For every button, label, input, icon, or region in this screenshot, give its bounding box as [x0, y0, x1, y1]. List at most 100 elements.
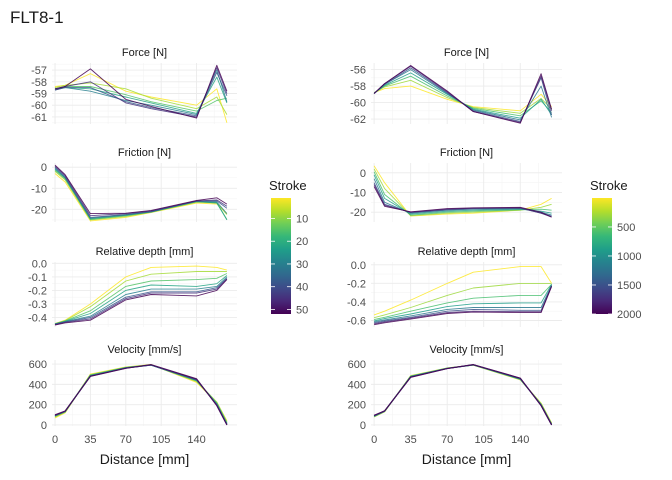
x-axis-title: Distance [mm] — [100, 451, 189, 467]
series-line-stroke-8 — [54, 82, 228, 115]
panel-title: Relative depth [mm] — [96, 246, 194, 258]
x-tick-label: 70 — [441, 434, 453, 446]
y-tick-label: 600 — [348, 359, 366, 371]
y-tick-label: -60 — [350, 98, 366, 110]
y-tick-label: -0.4 — [347, 297, 366, 309]
panel-title: Velocity [mm/s] — [430, 344, 504, 356]
series-line-stroke-52 — [54, 279, 228, 326]
colorbar-tick-label: 20 — [296, 236, 308, 248]
y-tick-label: -0.2 — [28, 285, 47, 297]
series-line-stroke-45 — [54, 67, 228, 118]
y-tick-label: 0.0 — [32, 258, 47, 270]
panel-title: Velocity [mm/s] — [108, 344, 182, 356]
panel-title: Force [N] — [444, 47, 489, 59]
y-tick-label: -20 — [31, 204, 47, 216]
y-tick-label: -0.4 — [28, 313, 47, 325]
series-line-stroke-1 — [373, 364, 553, 424]
series-line-stroke-2000 — [373, 186, 552, 218]
y-tick-label: 200 — [348, 400, 366, 412]
colorbar — [592, 198, 612, 314]
series-line-stroke-1500 — [373, 182, 552, 217]
series-line-stroke-52 — [54, 164, 228, 215]
series-line-stroke-600 — [373, 171, 552, 216]
x-axis-title: Distance [mm] — [422, 451, 511, 467]
series-line-stroke-45 — [54, 165, 228, 217]
x-tick-label: 70 — [120, 434, 132, 446]
series-line-stroke-1 — [54, 73, 228, 123]
series-line-stroke-600 — [374, 283, 552, 321]
y-tick-label: -10 — [31, 183, 47, 195]
series-line-stroke-2000 — [374, 286, 553, 326]
colorbar-tick-label: 10 — [296, 213, 308, 225]
series-line-stroke-8 — [54, 364, 228, 423]
panel-title: Friction [N] — [118, 147, 171, 159]
y-tick-label: -62 — [350, 114, 366, 126]
series-line-stroke-1 — [373, 165, 552, 217]
series-line-stroke-15 — [54, 364, 228, 424]
panel-2-3: Relative depth [mm] -0.6 -0.4 -0.2 0.0 — [347, 246, 562, 328]
colorbar — [271, 198, 291, 314]
x-tick-label: 0 — [52, 434, 58, 446]
y-tick-label: 400 — [348, 379, 366, 391]
series-line-stroke-300 — [373, 282, 552, 319]
y-tick-label: 0.0 — [351, 260, 366, 272]
y-tick-label: -59 — [31, 89, 47, 101]
series-line-stroke-1 — [54, 173, 228, 222]
x-tick-label: 0 — [371, 434, 377, 446]
y-tick-label: -0.6 — [347, 316, 366, 328]
series-line-stroke-1200 — [374, 285, 553, 323]
series-line-stroke-52 — [54, 64, 228, 119]
figure-title: FLT8-1 — [10, 8, 64, 27]
series-line-stroke-1 — [54, 265, 228, 325]
series-line-stroke-2000 — [373, 364, 553, 426]
x-tick-label: 105 — [152, 434, 170, 446]
y-tick-label: -61 — [31, 112, 47, 124]
x-tick-label: 140 — [511, 434, 529, 446]
panel-1-4: Velocity [mm/s] 0 200 400 600 0 35 70 105 140 Dist… — [29, 344, 237, 467]
y-tick-label: -0.1 — [28, 272, 47, 284]
series-line-stroke-2000 — [373, 65, 553, 124]
series-line-stroke-300 — [373, 79, 552, 114]
series-line-stroke-1 — [54, 364, 228, 422]
y-tick-label: -58 — [31, 77, 47, 89]
panel-2-1: Force [N] -62 -60 -58 -56 — [350, 47, 562, 126]
y-tick-label: -0.2 — [347, 278, 366, 290]
panel-2-2: Friction [N] -20 -10 0 — [350, 147, 562, 222]
series-line-stroke-38 — [54, 277, 228, 325]
y-tick-label: -58 — [350, 81, 366, 93]
series-line-stroke-30 — [54, 69, 228, 116]
y-tick-label: -0.3 — [28, 299, 47, 311]
series-line-stroke-900 — [373, 174, 552, 215]
panel-1-2: Friction [N] -20 -10 0 — [31, 147, 237, 222]
y-tick-label: 200 — [29, 400, 47, 412]
y-tick-label: -20 — [350, 207, 366, 219]
x-tick-label: 35 — [84, 434, 96, 446]
colorbar-tick-label: 500 — [617, 222, 635, 234]
panel-2-4: Velocity [mm/s] 0 200 400 600 0 35 70 105 140Dist… — [348, 344, 562, 467]
legend-title: Stroke — [590, 178, 628, 193]
series-line-stroke-45 — [54, 278, 228, 326]
colorbar-tick-label: 2000 — [617, 309, 641, 321]
series-line-stroke-8 — [54, 271, 227, 325]
y-tick-label: 0 — [41, 162, 47, 174]
series-line-stroke-52 — [54, 364, 228, 426]
colorbar-tick-label: 40 — [296, 282, 308, 294]
series-line-stroke-15 — [54, 273, 228, 325]
y-tick-label: -56 — [350, 65, 366, 77]
panel-title: Force [N] — [122, 47, 167, 59]
colorbar-tick-label: 1500 — [617, 280, 641, 292]
y-tick-label: -60 — [31, 100, 47, 112]
legend-title: Stroke — [269, 178, 307, 193]
series-line-stroke-900 — [373, 284, 552, 322]
panel-title: Relative depth [mm] — [418, 246, 516, 258]
series-line-stroke-22 — [54, 275, 228, 325]
y-tick-label: -10 — [350, 188, 366, 200]
series-line-stroke-1 — [373, 266, 552, 316]
series-line-stroke-30 — [54, 167, 228, 219]
y-tick-label: 0 — [360, 420, 366, 432]
series-line-stroke-300 — [373, 168, 552, 217]
series-line-stroke-15 — [54, 86, 227, 112]
